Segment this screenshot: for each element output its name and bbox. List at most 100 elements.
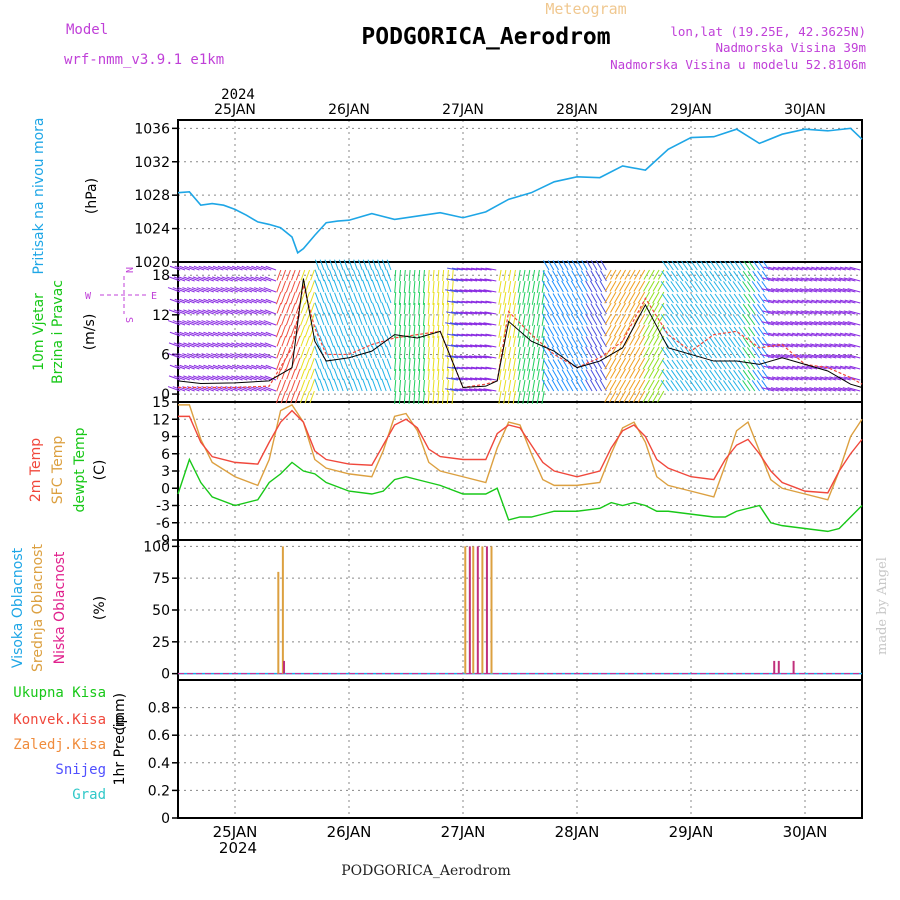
wind-arrow <box>552 359 559 370</box>
wind-arrow <box>479 377 492 381</box>
wind-arrow <box>847 321 861 326</box>
wind-arrow <box>737 369 746 381</box>
wind-arrow <box>643 280 650 292</box>
wind-arrow <box>828 387 842 392</box>
wind-arrow <box>367 358 373 370</box>
wind-arrow <box>376 378 382 392</box>
wind-arrow <box>319 292 325 304</box>
wind-arrow <box>478 322 492 326</box>
wind-arrow <box>285 390 291 404</box>
cloud-bars <box>178 546 862 675</box>
wind-arrow <box>507 324 512 338</box>
wind-arrow <box>281 335 287 347</box>
wind-arrow <box>619 379 626 391</box>
wind-arrow <box>386 269 392 282</box>
wind-arrow <box>661 270 670 282</box>
wind-arrow <box>561 369 569 381</box>
y-tick-label: -9 <box>156 533 170 549</box>
wind-arrow <box>767 277 779 282</box>
wind-arrow <box>590 293 598 304</box>
sfc-ylabel: SFC Temp <box>50 436 66 505</box>
wind-arrow <box>484 311 497 315</box>
wind-arrow <box>648 335 655 346</box>
wind-arrow <box>643 379 650 391</box>
wind-arrow <box>455 278 468 282</box>
wind-arrow <box>427 324 430 338</box>
wind-arrow <box>801 332 813 337</box>
wind-arrow <box>300 379 306 392</box>
wind-arrow <box>348 358 354 370</box>
wind-arrow <box>184 265 195 271</box>
wind-arrow <box>418 357 421 371</box>
wind-arrow <box>690 260 698 271</box>
wind-arrow <box>309 379 315 392</box>
wind-arrow <box>399 368 402 381</box>
wind-arrow <box>604 346 612 358</box>
wind-arrow <box>456 366 468 370</box>
station-title: PODGORICA_Aerodrom <box>361 24 610 50</box>
wind-arrow <box>275 390 282 404</box>
wind-arrow <box>357 378 363 392</box>
wind-arrow <box>246 298 258 304</box>
wind-arrow <box>231 309 243 315</box>
wind-arrow <box>470 278 483 282</box>
wind-arrow <box>249 320 262 326</box>
wind-arrow <box>842 354 856 359</box>
wind-arrow <box>212 265 224 271</box>
wind-arrow <box>652 357 660 370</box>
wind-arrow <box>254 287 267 293</box>
wind-arrow <box>653 269 660 280</box>
wind-arrow <box>834 310 846 315</box>
wind-arrow <box>265 364 277 370</box>
wind-arrow <box>418 368 421 381</box>
wind-arrow <box>447 333 459 337</box>
wind-arrow <box>352 335 358 348</box>
wind-arrow <box>614 302 622 313</box>
wind-arrow <box>442 368 445 381</box>
wind-arrow <box>328 345 334 359</box>
wind-arrow <box>813 354 827 359</box>
wind-arrow <box>742 303 751 315</box>
wind-arrow <box>844 299 856 304</box>
wind-arrow <box>629 335 636 346</box>
wind-arrow <box>437 368 440 381</box>
wind-arrow <box>737 380 746 392</box>
wind-arrow <box>394 313 397 326</box>
wind-arrow <box>632 390 641 403</box>
wind-arrow <box>464 388 478 392</box>
wind-arrow <box>285 357 291 371</box>
wind-arrow <box>295 291 301 305</box>
wind-arrow <box>460 278 473 282</box>
wind-arrow <box>799 387 813 392</box>
wind-arrow <box>571 270 579 282</box>
wind-arrow <box>366 378 373 392</box>
wind-arrow <box>718 369 727 381</box>
wind-arrow <box>371 279 378 293</box>
wind-arrow <box>338 279 344 293</box>
wind-arrow <box>263 353 277 359</box>
wind-arrow <box>469 322 483 326</box>
wind-arrow <box>197 309 210 315</box>
wind-arrow <box>609 346 617 358</box>
wind-arrow <box>756 314 765 326</box>
wind-arrow <box>475 267 487 271</box>
wind-arrow <box>386 325 392 337</box>
wind-arrow <box>543 326 550 337</box>
wind-arrow <box>469 289 483 293</box>
high-cloud-ylabel: Visoka Oblacnost <box>10 547 26 668</box>
wind-arrow <box>398 357 402 371</box>
wind-arrow <box>700 359 708 370</box>
wind-arrow <box>167 386 181 392</box>
wind-arrow <box>628 357 636 370</box>
wind-arrow <box>652 324 660 337</box>
wind-arrow <box>714 303 722 315</box>
wind-arrow <box>761 321 775 326</box>
wind-arrow <box>517 313 521 326</box>
wind-arrow <box>281 269 287 281</box>
wind-arrow <box>483 388 497 392</box>
wind-arrow <box>329 292 334 304</box>
wind-arrow <box>748 260 756 271</box>
wind-arrow <box>695 326 703 337</box>
wind-arrow <box>449 388 463 392</box>
